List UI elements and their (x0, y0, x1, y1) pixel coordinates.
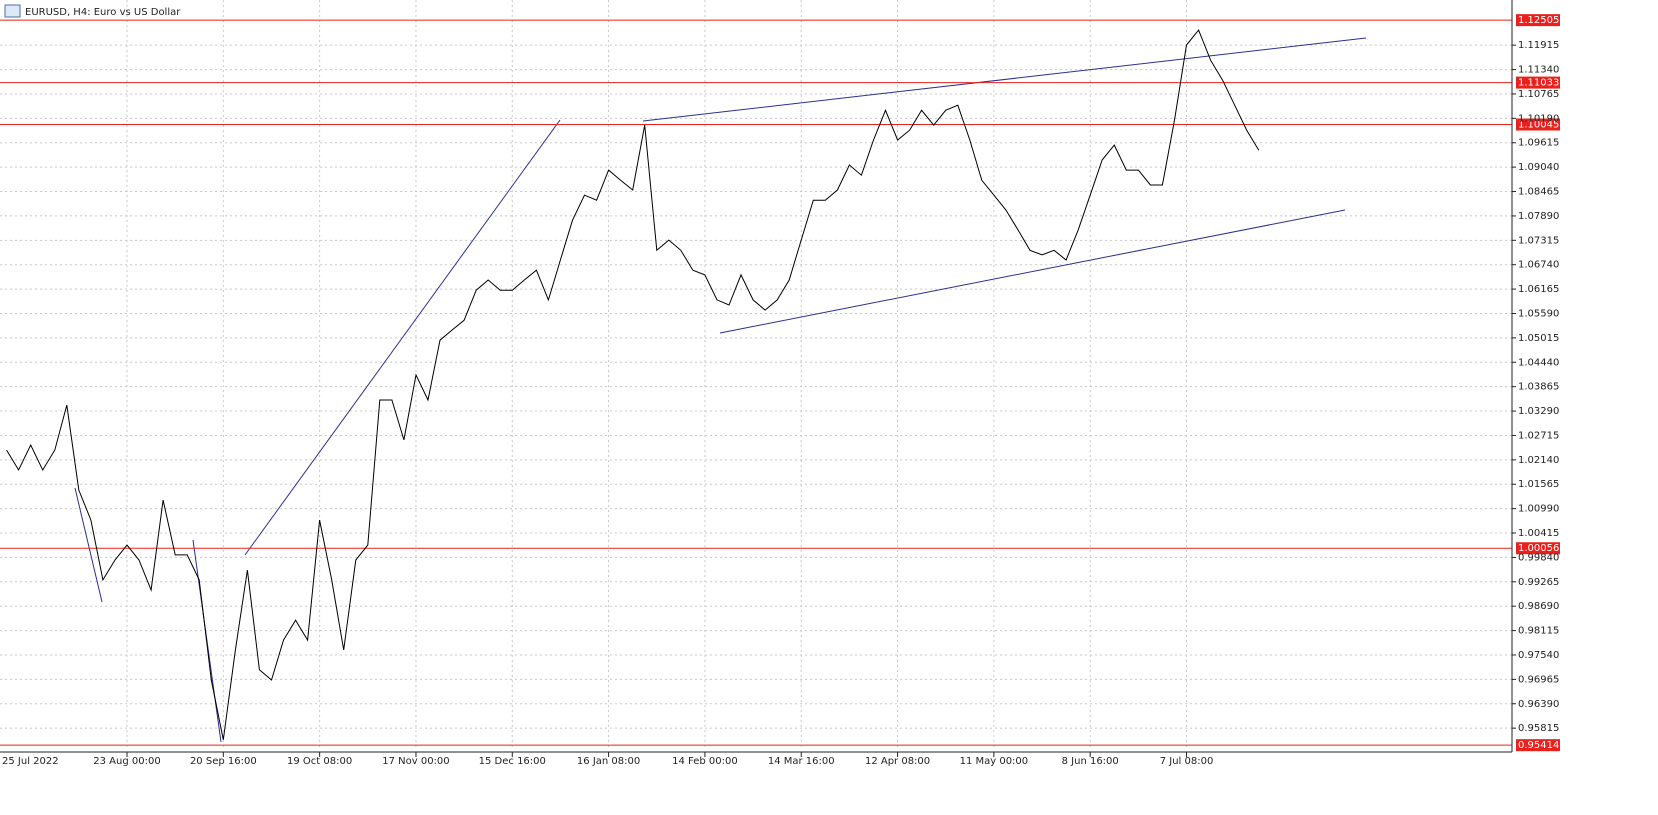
series (6, 29, 1260, 740)
y-tick-label: 1.10190 (1518, 113, 1559, 124)
y-tick-label: 0.97540 (1518, 650, 1559, 661)
x-tick-label: 25 Jul 2022 (2, 756, 59, 767)
chart-icon (4, 4, 21, 18)
level-label: 1.00056 (1518, 543, 1559, 554)
level-label-box (1516, 739, 1560, 752)
x-tick-label: 20 Sep 16:00 (190, 756, 257, 767)
level-label: 1.12505 (1518, 15, 1559, 26)
x-tick-label: 14 Feb 00:00 (672, 756, 738, 767)
y-tick-label: 0.96390 (1518, 699, 1559, 710)
y-tick-label: 1.10765 (1518, 89, 1559, 100)
x-tick-label: 16 Jan 08:00 (577, 756, 640, 767)
y-tick-label: 1.00415 (1518, 528, 1559, 539)
price-line (6, 29, 1260, 740)
y-tick-label: 1.09040 (1518, 162, 1559, 173)
chart-title: EURUSD, H4: Euro vs US Dollar (25, 7, 181, 18)
x-tick-label: 11 May 00:00 (960, 756, 1029, 767)
y-tick-label: 1.11340 (1518, 65, 1559, 76)
y-tick-label: 1.01565 (1518, 479, 1559, 490)
x-tick-label: 14 Mar 16:00 (768, 756, 835, 767)
y-tick-label: 1.03290 (1518, 406, 1559, 417)
y-tick-label: 1.06740 (1518, 260, 1559, 271)
x-tick-label: 7 Jul 08:00 (1160, 756, 1214, 767)
y-tick-label: 0.99840 (1518, 552, 1559, 563)
trendline (244, 119, 561, 556)
y-tick-label: 1.08465 (1518, 187, 1559, 198)
y-tick-label: 0.99265 (1518, 577, 1559, 588)
y-tick-label: 1.07890 (1518, 211, 1559, 222)
axis-labels: 1.11915 1.11340 1.10765 1.10190 1.09615 1.090… (2, 40, 1559, 767)
y-tick-label: 0.96965 (1518, 674, 1559, 685)
trendlines (74, 37, 1367, 743)
level-label: 1.10045 (1518, 120, 1559, 131)
level-label-box (1516, 542, 1560, 555)
level-label-box (1516, 76, 1560, 89)
x-tick-label: 15 Dec 16:00 (479, 756, 546, 767)
y-tick-label: 1.05015 (1518, 333, 1559, 344)
y-tick-label: 1.03865 (1518, 382, 1559, 393)
y-tick-label: 1.04440 (1518, 357, 1559, 368)
y-tick-label: 1.02715 (1518, 430, 1559, 441)
y-tick-label: 1.06165 (1518, 284, 1559, 295)
trendline (74, 487, 103, 603)
level-label-box (1516, 118, 1560, 131)
x-tick-label: 8 Jun 16:00 (1062, 756, 1119, 767)
y-tick-label: 1.02140 (1518, 455, 1559, 466)
y-tick-label: 0.95815 (1518, 723, 1559, 734)
y-tick-label: 1.07315 (1518, 235, 1559, 246)
x-tick-label: 23 Aug 00:00 (93, 756, 160, 767)
trendline (642, 37, 1367, 122)
x-tick-label: 19 Oct 08:00 (287, 756, 352, 767)
y-tick-label: 1.11915 (1518, 40, 1559, 51)
trendline (719, 209, 1346, 334)
y-tick-label: 1.00990 (1518, 504, 1559, 515)
level-label: 0.95414 (1518, 740, 1559, 751)
x-tick-label: 17 Nov 00:00 (382, 756, 449, 767)
y-tick-label: 1.05590 (1518, 308, 1559, 319)
y-tick-label: 1.09615 (1518, 138, 1559, 149)
level-label-box (1516, 14, 1560, 27)
level-label: 1.11033 (1518, 78, 1559, 89)
levels: 1.12505 1.11033 1.10045 1.00056 0.95414 (0, 14, 1560, 752)
x-tick-label: 12 Apr 08:00 (865, 756, 930, 767)
y-tick-label: 0.98115 (1518, 626, 1559, 637)
y-tick-label: 0.98690 (1518, 601, 1559, 612)
